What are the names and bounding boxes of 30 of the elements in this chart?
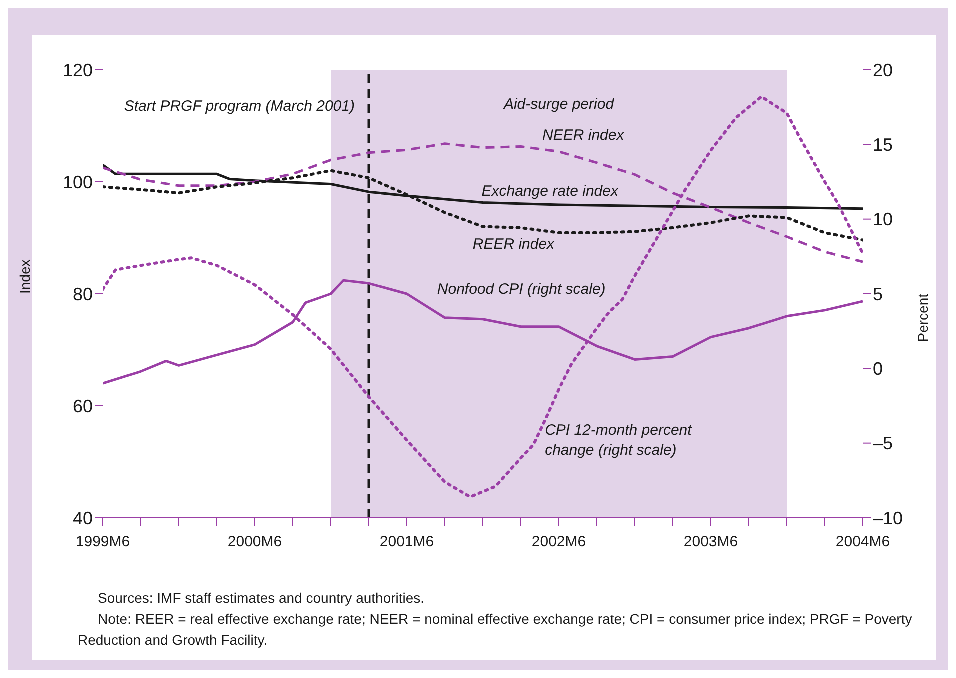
series-label: Nonfood CPI (right scale)	[437, 280, 606, 300]
y2-tick-label: 0	[873, 359, 884, 380]
source-note: Sources: IMF staff estimates and country authorities.	[97, 589, 426, 608]
text: Note: REER = real effective exchange rate; NEER = nominal effective exchange rate; CPI = consumer price index; PRGF = Poverty Reduction and Growth Facility.	[78, 610, 914, 650]
y2-tick-label: 15	[873, 135, 894, 156]
series-label: Exchange rate index	[482, 182, 618, 202]
y2-tick-label: –5	[873, 434, 894, 454]
x-tick-label: 2000M6	[228, 534, 282, 551]
y2-tick-label: 5	[873, 284, 884, 304]
y-tick-label: 100	[62, 172, 93, 192]
x-tick-label: 1999M6	[76, 534, 130, 551]
y2-axis-title: Percent	[914, 294, 931, 342]
y-tick-label: 60	[72, 396, 93, 416]
x-tick-label: 2002M6	[532, 534, 586, 551]
x-tick-label: 2003M6	[684, 534, 738, 551]
y2-tick-label: 20	[873, 60, 894, 80]
y-axis-title: Index	[16, 260, 33, 294]
line-series	[103, 95, 863, 499]
y-tick-label: 80	[72, 284, 93, 304]
ref-line-label: Start PRGF program (March 2001)	[124, 98, 355, 115]
x-tick-label: 2004M6	[836, 534, 890, 551]
y-tick-label: 120	[62, 60, 93, 80]
x-tick-label: 2001M6	[380, 534, 434, 551]
series-label: NEER index	[542, 126, 624, 146]
y2-tick-label: –10	[873, 508, 904, 528]
y2-tick-label: 10	[873, 210, 894, 230]
y-tick-label: 40	[72, 508, 93, 528]
series-label: CPI 12-month percent change (right scale)	[545, 420, 692, 461]
series-label: REER index	[472, 234, 555, 255]
band-label: Aid-surge period	[502, 96, 616, 113]
